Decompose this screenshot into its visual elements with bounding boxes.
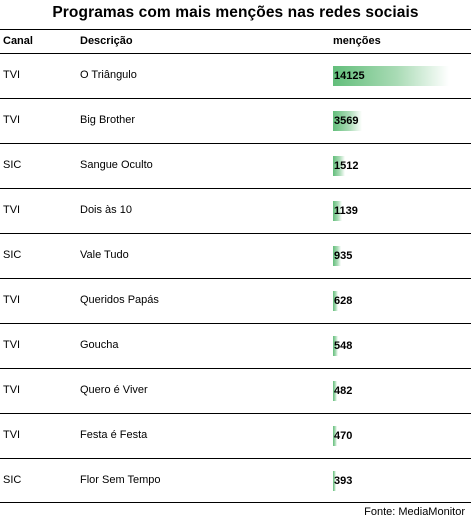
cell-canal: TVI	[3, 339, 21, 351]
data-table: TVI O Triângulo 14125 TVI Big Brother 3569 SIC…	[0, 53, 471, 503]
column-header-descricao: Descrição	[80, 35, 133, 47]
bar-track: 628	[333, 291, 449, 311]
cell-canal: TVI	[3, 114, 21, 126]
bar-track: 14125	[333, 66, 449, 86]
cell-canal: TVI	[3, 429, 21, 441]
bar-track: 482	[333, 381, 449, 401]
cell-descricao: Quero é Viver	[80, 384, 148, 396]
cell-descricao: Dois às 10	[80, 204, 132, 216]
cell-mencoes-value: 3569	[334, 115, 359, 127]
bar-track: 3569	[333, 111, 449, 131]
data-bar	[333, 156, 346, 176]
bar-track: 935	[333, 246, 449, 266]
table-row: TVI Dois às 10 1139	[0, 188, 471, 233]
bar-track: 393	[333, 471, 449, 491]
cell-mencoes-value: 482	[334, 385, 353, 397]
cell-descricao: Vale Tudo	[80, 249, 129, 261]
cell-canal: TVI	[3, 204, 21, 216]
data-bar	[333, 246, 341, 266]
cell-canal: TVI	[3, 294, 21, 306]
cell-mencoes-value: 1512	[334, 160, 359, 172]
data-bar	[333, 111, 363, 131]
cell-mencoes-value: 548	[334, 340, 353, 352]
cell-descricao: Festa é Festa	[80, 429, 148, 441]
table-row: TVI O Triângulo 14125	[0, 53, 471, 98]
cell-mencoes-value: 14125	[334, 70, 365, 82]
data-bar	[333, 426, 337, 446]
column-header-mencoes: menções	[333, 35, 381, 47]
cell-descricao: O Triângulo	[80, 69, 137, 81]
source-note: Fonte: MediaMonitor	[364, 506, 465, 518]
bar-track: 1512	[333, 156, 449, 176]
data-bar	[333, 381, 337, 401]
cell-descricao: Sangue Oculto	[80, 159, 153, 171]
table-row: SIC Flor Sem Tempo 393	[0, 458, 471, 503]
data-bar	[333, 291, 339, 311]
cell-descricao: Big Brother	[80, 114, 136, 126]
data-bar	[333, 66, 449, 86]
cell-descricao: Queridos Papás	[80, 294, 159, 306]
cell-descricao: Goucha	[80, 339, 119, 351]
cell-mencoes-value: 470	[334, 430, 353, 442]
data-bar	[333, 201, 343, 221]
table-row: TVI Festa é Festa 470	[0, 413, 471, 458]
header-rule	[0, 29, 471, 30]
table-row: SIC Vale Tudo 935	[0, 233, 471, 278]
cell-canal: TVI	[3, 384, 21, 396]
cell-descricao: Flor Sem Tempo	[80, 474, 161, 486]
table-row: SIC Sangue Oculto 1512	[0, 143, 471, 188]
bar-track: 1139	[333, 201, 449, 221]
cell-mencoes-value: 628	[334, 295, 353, 307]
table-row: TVI Quero é Viver 482	[0, 368, 471, 413]
table-row: TVI Big Brother 3569	[0, 98, 471, 143]
bar-track: 470	[333, 426, 449, 446]
cell-mencoes-value: 393	[334, 475, 353, 487]
cell-canal: SIC	[3, 249, 22, 261]
bar-track: 548	[333, 336, 449, 356]
page-title: Programas com mais menções nas redes soc…	[52, 4, 419, 21]
data-bar	[333, 336, 338, 356]
table-row: TVI Queridos Papás 628	[0, 278, 471, 323]
cell-canal: SIC	[3, 159, 22, 171]
cell-canal: SIC	[3, 474, 22, 486]
cell-mencoes-value: 935	[334, 250, 353, 262]
table-row: TVI Goucha 548	[0, 323, 471, 368]
cell-mencoes-value: 1139	[334, 205, 358, 217]
cell-canal: TVI	[3, 69, 21, 81]
column-header-canal: Canal	[3, 35, 33, 47]
data-bar	[333, 471, 337, 491]
